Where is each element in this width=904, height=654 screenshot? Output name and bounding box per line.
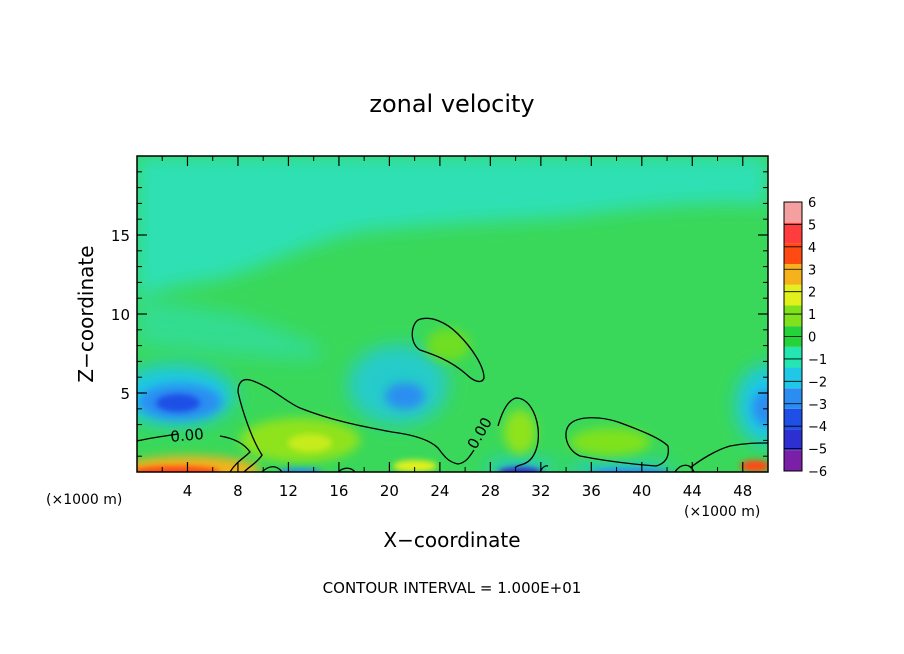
right-cell-halo: [736, 365, 768, 445]
x-tick-label: 48: [733, 482, 752, 500]
zero-contour: [565, 417, 670, 467]
colorbar-swatch: [784, 264, 802, 285]
colorbar-label: 2: [808, 286, 816, 301]
x-unit-note-left: (×1000 m): [46, 492, 122, 508]
lower-left-jet-core: [156, 394, 200, 412]
x-tick-label: 4: [183, 482, 193, 500]
right-negative-cell: [752, 390, 768, 426]
surface-warm-spot: [740, 460, 768, 472]
colorbar-swatch: [784, 429, 802, 451]
colorbar: −6 −5 −4 −3 −2 −1 0 1 2 3 4 5 6: [783, 196, 827, 480]
y-tick-label: 15: [111, 227, 130, 245]
surface-negative-spot: [590, 468, 670, 472]
chart-title: zonal velocity: [369, 90, 534, 118]
colorbar-swatch: [784, 388, 802, 409]
colorbar-swatch: [784, 367, 802, 389]
mid-negative-cell: [385, 383, 425, 409]
x-tick-label: 28: [481, 482, 500, 500]
positive-lobe: [570, 428, 650, 456]
x-unit-note-right: (×1000 m): [684, 504, 760, 520]
x-tick-label: 40: [632, 482, 651, 500]
surface-warm-spot: [393, 460, 437, 472]
y-tick-label: 10: [111, 306, 130, 324]
upper-easterly-region: [137, 156, 768, 300]
x-axis-label: X−coordinate: [383, 528, 520, 552]
y-axis-label: Z−coordinate: [74, 245, 98, 382]
x-tick-label: 8: [233, 482, 243, 500]
surface-negative-spot: [498, 467, 542, 472]
colorbar-swatch: [784, 450, 802, 471]
x-tick-label: 20: [380, 482, 399, 500]
contour-label: 0.00: [170, 425, 205, 446]
x-tick-label: 16: [329, 482, 348, 500]
colorbar-swatch: [784, 202, 802, 223]
colorbar-label: −3: [808, 398, 827, 413]
zero-contour: [497, 397, 540, 469]
positive-blob: [426, 329, 470, 361]
colorbar-label: 5: [808, 218, 816, 233]
velocity-field: [137, 156, 768, 472]
zero-contour: [261, 464, 695, 472]
positive-lobe-core: [288, 434, 332, 452]
colorbar-label: −4: [808, 420, 827, 435]
upper-easterly-region: [137, 300, 320, 360]
colorbar-swatch: [784, 243, 802, 265]
zero-contour: [237, 378, 475, 472]
colorbar-label: 3: [808, 263, 816, 278]
y-axis: 5 10 15: [111, 171, 768, 457]
colorbar-label: 1: [808, 308, 816, 323]
colorbar-label: −2: [808, 375, 827, 390]
colorbar-label: 4: [808, 241, 816, 256]
colorbar-label: −5: [808, 443, 827, 458]
colorbar-swatch: [784, 305, 802, 327]
x-axis: 4 8 12 16 20 24 28 32 36 40 44 48: [161, 156, 752, 500]
surface-band-core: [137, 466, 220, 472]
x-tick-label: 12: [279, 482, 298, 500]
contour-interval-note: CONTOUR INTERVAL = 1.000E+01: [323, 579, 582, 597]
x-tick-label: 32: [531, 482, 550, 500]
colorbar-label: −6: [808, 465, 827, 480]
zero-contour: [411, 317, 485, 383]
colorbar-label: 6: [808, 196, 816, 211]
colorbar-swatch: [784, 284, 802, 306]
x-tick-label: 44: [683, 482, 702, 500]
y-tick-label: 5: [120, 385, 130, 403]
positive-lobe: [504, 410, 536, 454]
colorbar-swatch: [784, 408, 802, 430]
colorbar-swatch: [784, 346, 802, 368]
colorbar-label: 0: [808, 331, 816, 346]
colorbar-swatch: [784, 222, 802, 244]
x-tick-label: 36: [582, 482, 601, 500]
zero-contours: [137, 317, 768, 472]
x-tick-label: 24: [430, 482, 449, 500]
colorbar-label: −1: [808, 353, 827, 368]
zero-contour: [689, 442, 768, 469]
